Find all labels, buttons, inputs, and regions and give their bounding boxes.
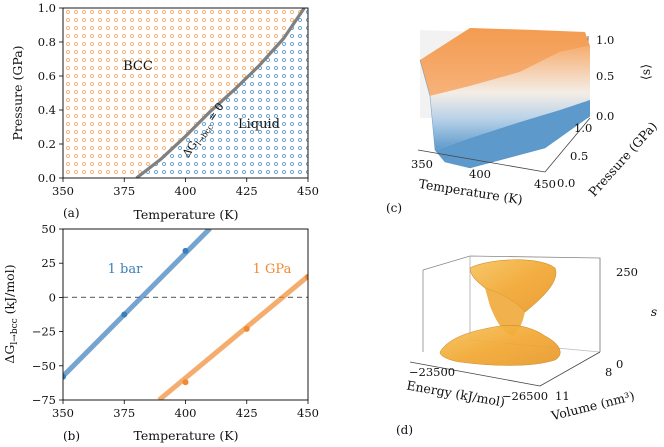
panel-b-y-tick-label-0: −75 — [32, 393, 56, 407]
x-axis-label-d: Energy (kJ/mol) — [405, 378, 506, 410]
panel-b-y-tick-label-4: 25 — [41, 256, 56, 270]
panel-b-x-tick-label-2: 400 — [175, 406, 197, 420]
y-axis-label-a: Pressure (GPa) — [10, 45, 25, 140]
y-axis-label-b: ΔGl→bcc (kJ/mol) — [2, 264, 20, 363]
panel-b-y-tick-label-3: 0 — [49, 290, 56, 304]
y-tick-label-c-0: 0.0 — [557, 176, 575, 190]
panel-a-y-tick-label-1: 0.2 — [38, 137, 56, 151]
panel-b-free-energy-plot: 350 375 400 425 450 −75 −50 −25 0 25 50 1 bar 1 G… — [2, 222, 319, 443]
data-point-1-gpa-1 — [243, 325, 250, 332]
z-tick-label-d-0: 0 — [616, 357, 623, 371]
z-tick-label-c-0: 0.0 — [596, 109, 614, 123]
data-point-1-bar-1 — [121, 311, 128, 318]
surface-upper-lobe — [469, 259, 557, 313]
panel-b-x-tick-label-4: 450 — [297, 406, 319, 420]
panel-a-y-tick-label-2: 0.4 — [38, 103, 56, 117]
surface-high-region — [420, 28, 590, 96]
panel-a-x-tick-label-1: 375 — [113, 184, 135, 198]
surface-neck — [485, 288, 525, 336]
panel-b-x-tick-label-1: 375 — [113, 406, 135, 420]
series-label-1-bar: 1 bar — [108, 262, 143, 277]
data-point-1-bar-0 — [63, 373, 66, 380]
x-axis-label-b: Temperature (K) — [134, 428, 239, 443]
z-tick-label-c-1: 0.5 — [596, 69, 614, 83]
x-axis-label-a: Temperature (K) — [134, 207, 239, 222]
y-tick-label-d-0: 11 — [555, 389, 570, 403]
panel-b-y-tick-label-5: 50 — [41, 222, 56, 236]
panel-c-order-parameter-surface: 350 400 450 0.0 0.5 1.0 0.0 0.5 1.0 Temp… — [386, 28, 660, 215]
z-axis-label-d: s — [651, 304, 657, 319]
data-point-1-gpa-0 — [182, 379, 189, 386]
panel-a-x-tick-label-4: 450 — [297, 184, 319, 198]
y-axis-label-c: Pressure (GPa) — [585, 119, 660, 200]
panel-a-x-tick-label-3: 425 — [236, 184, 258, 198]
x-tick-label-c-1: 400 — [469, 167, 491, 181]
surface-low-region — [435, 100, 590, 168]
x-tick-label-c-0: 350 — [411, 157, 433, 171]
panel-b-y-tick-label-1: −50 — [32, 359, 56, 373]
surface-transition-region — [430, 46, 590, 150]
z-tick-label-c-2: 1.0 — [596, 33, 614, 47]
z-tick-label-d-1: 250 — [616, 265, 638, 279]
panel-a-y-tick-label-5: 1.0 — [38, 1, 56, 15]
panel-label-a: (a) — [63, 206, 80, 220]
x-axis-line-c — [417, 149, 546, 173]
panel-label-d: (d) — [396, 423, 413, 437]
bcc-region — [63, 8, 305, 178]
surface-lower-lobe — [439, 325, 561, 366]
panel-a-phase-diagram: 350 375 400 425 450 0.0 0.2 0.4 0.6 0.8 1.0 BCC L… — [10, 1, 319, 222]
phase-boundary-line — [135, 8, 306, 178]
panel-a-x-tick-label-2: 400 — [175, 184, 197, 198]
y-axis-line-c — [544, 117, 591, 173]
panel-b-y-tick-label-2: −25 — [32, 325, 56, 339]
y-tick-label-c-2: 1.0 — [574, 121, 592, 135]
data-point-1-bar-2 — [182, 247, 189, 254]
panel-b-x-tick-label-0: 350 — [52, 406, 74, 420]
panel-label-c: (c) — [386, 201, 402, 215]
x-tick-label-d-1: −26500 — [502, 389, 548, 403]
panel-b-x-tick-label-3: 425 — [236, 406, 258, 420]
z-axis-label-c: ⟨s⟩ — [638, 64, 653, 80]
series-line-1-gpa — [157, 274, 308, 400]
series-label-1-gpa: 1 GPa — [253, 262, 292, 277]
region-label-bcc: BCC — [123, 59, 153, 74]
region-label-liquid: Liquid — [238, 117, 280, 132]
surface-front-edge — [419, 59, 591, 169]
x-tick-label-c-2: 450 — [534, 177, 556, 191]
panel-a-x-tick-label-0: 350 — [52, 184, 74, 198]
y-axis-line-d — [539, 351, 601, 387]
panel-a-y-tick-label-4: 0.8 — [38, 35, 56, 49]
panel-a-y-tick-label-3: 0.6 — [38, 69, 56, 83]
x-axis-line-d — [409, 361, 541, 387]
x-tick-label-d-0: −23500 — [409, 365, 455, 379]
panel-label-b: (b) — [63, 429, 80, 443]
panel-d-entropy-surface: −23500 −26500 11 8 0 250 Energy (kJ/mol)… — [396, 255, 657, 437]
panel-a-y-tick-label-0: 0.0 — [38, 171, 56, 185]
data-point-1-gpa-2 — [305, 273, 308, 280]
y-tick-label-d-1: 8 — [605, 365, 612, 379]
y-tick-label-c-1: 0.5 — [570, 149, 588, 163]
